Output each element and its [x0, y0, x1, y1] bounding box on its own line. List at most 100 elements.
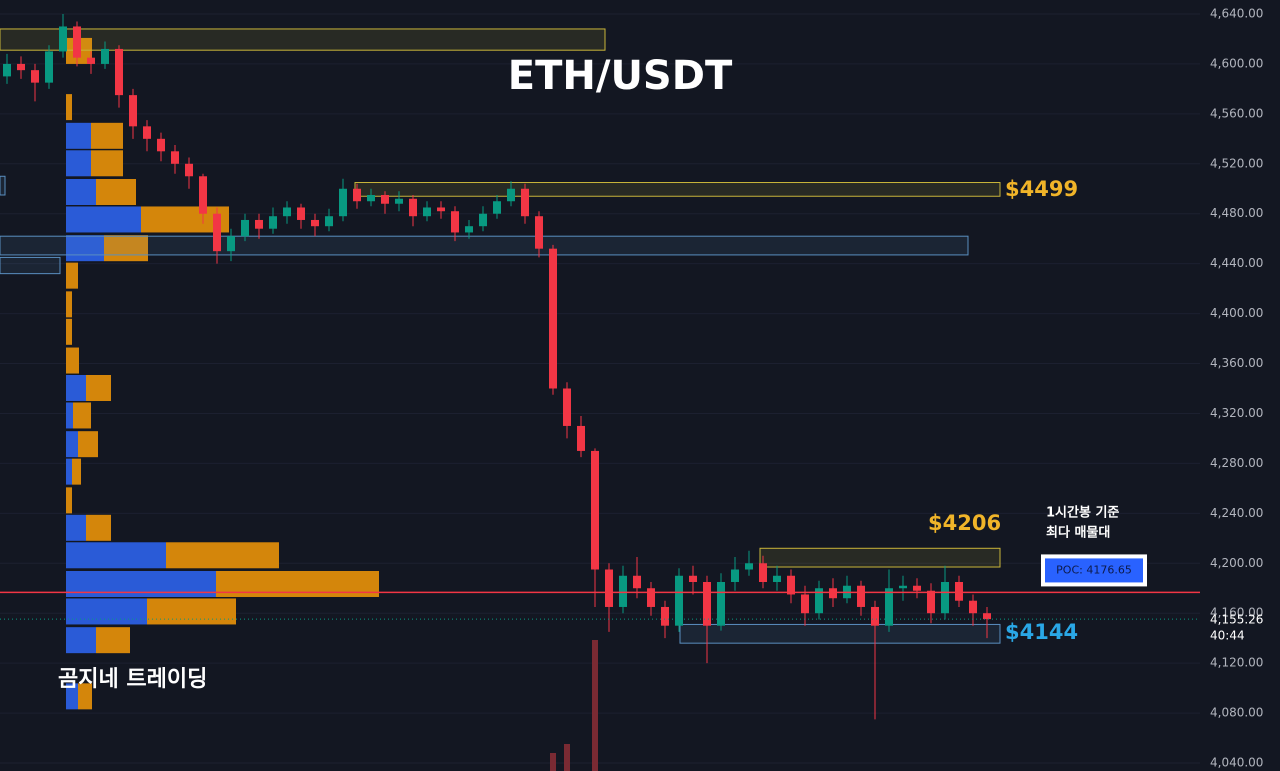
- candle-body: [3, 63, 11, 77]
- candle-body: [801, 594, 809, 614]
- profile-sell: [86, 374, 111, 401]
- profile-sell: [66, 347, 79, 374]
- candle-body: [955, 581, 963, 601]
- candles: [3, 13, 991, 771]
- candle-body: [493, 201, 501, 214]
- zone: [679, 623, 1001, 644]
- candle-body: [157, 138, 165, 152]
- candle-body: [409, 198, 417, 217]
- candle-body: [451, 211, 459, 233]
- profile-sell: [73, 402, 91, 429]
- profile-buy: [66, 542, 166, 569]
- profile-buy: [66, 458, 72, 485]
- candle-body: [549, 248, 557, 389]
- y-tick-label: 4,360.00: [1210, 356, 1263, 370]
- candle-body: [661, 606, 669, 626]
- poc-note: 1시간봉 기준: [1046, 505, 1119, 521]
- candle-body: [17, 63, 25, 71]
- candle-body: [941, 581, 949, 614]
- candle-body: [619, 575, 627, 607]
- profile-sell: [96, 179, 136, 206]
- candle-body: [311, 219, 319, 227]
- price-annotation: $4144: [1005, 620, 1078, 644]
- candle-body: [647, 588, 655, 607]
- candle-body: [479, 213, 487, 227]
- y-tick-label: 4,560.00: [1210, 106, 1263, 120]
- candle-body: [759, 563, 767, 582]
- profile-buy: [66, 431, 78, 458]
- candle-body: [59, 26, 67, 52]
- candle-body: [101, 48, 109, 64]
- profile-sell: [66, 94, 72, 121]
- profile-sell: [147, 598, 236, 625]
- candle-body: [927, 590, 935, 614]
- y-tick-label: 4,080.00: [1210, 706, 1263, 720]
- candle-body: [339, 188, 347, 217]
- candle-body: [857, 585, 865, 607]
- price-annotation: $4499: [1005, 177, 1078, 201]
- candle-body: [983, 613, 991, 620]
- profile-sell: [78, 431, 98, 458]
- candle-body: [885, 588, 893, 626]
- zone: [0, 256, 61, 275]
- zone: [0, 235, 969, 256]
- candle-body: [367, 194, 375, 202]
- y-tick-label: 4,520.00: [1210, 156, 1263, 170]
- watermark: 곰지네 트레이딩: [58, 667, 207, 692]
- candle-body: [829, 588, 837, 599]
- y-tick-label: 4,040.00: [1210, 756, 1263, 770]
- candle-body: [213, 213, 221, 252]
- candle-body: [787, 575, 795, 595]
- zone: [0, 175, 6, 196]
- candle-body: [171, 151, 179, 164]
- price-annotation: $4206: [928, 511, 1001, 535]
- zone: [0, 28, 606, 51]
- profile-sell: [66, 487, 72, 514]
- candle-body: [73, 26, 81, 58]
- profile-buy: [66, 514, 86, 541]
- y-tick-label: 4,440.00: [1210, 256, 1263, 270]
- volume-bar: [564, 744, 570, 771]
- zone: [354, 182, 1001, 197]
- profile-buy: [66, 206, 141, 233]
- candle-body: [535, 216, 543, 249]
- candle-body: [913, 585, 921, 591]
- candle-body: [45, 51, 53, 83]
- candle-body: [381, 194, 389, 204]
- candle-body: [745, 563, 753, 570]
- chart-title: ETH/USDT: [508, 53, 733, 99]
- y-tick-label: 4,160.00: [1210, 606, 1263, 620]
- candle-body: [591, 450, 599, 570]
- profile-buy: [66, 374, 86, 401]
- candle-body: [731, 569, 739, 582]
- candle-body: [605, 569, 613, 607]
- price-axis: [1200, 0, 1280, 771]
- profile-buy: [66, 235, 104, 262]
- profile-sell: [166, 542, 279, 569]
- volume-bar: [550, 753, 556, 771]
- candle-body: [227, 236, 235, 252]
- volume-bar: [592, 640, 598, 771]
- zones: [0, 28, 1001, 644]
- candle-body: [297, 207, 305, 220]
- y-tick-label: 4,240.00: [1210, 506, 1263, 520]
- candle-body: [703, 581, 711, 626]
- candle-body: [633, 575, 641, 589]
- candle-body: [899, 585, 907, 589]
- profile-sell: [78, 683, 92, 710]
- y-tick-label: 4,600.00: [1210, 56, 1263, 70]
- candle-body: [269, 216, 277, 229]
- y-tick-label: 4,120.00: [1210, 656, 1263, 670]
- candle-body: [675, 575, 683, 626]
- candle-body: [255, 219, 263, 229]
- price-axis-labels: 4,640.00 4,600.00 4,560.00 4,520.00 4,480.00…: [1210, 6, 1263, 769]
- profile-sell: [66, 291, 72, 318]
- profile-sell: [91, 122, 123, 149]
- profile-sell: [104, 235, 148, 262]
- candle-body: [437, 207, 445, 212]
- y-tick-label: 4,320.00: [1210, 406, 1263, 420]
- poc-note: 최다 매물대: [1046, 525, 1110, 541]
- candle-body: [871, 606, 879, 626]
- profile-sell: [72, 458, 81, 485]
